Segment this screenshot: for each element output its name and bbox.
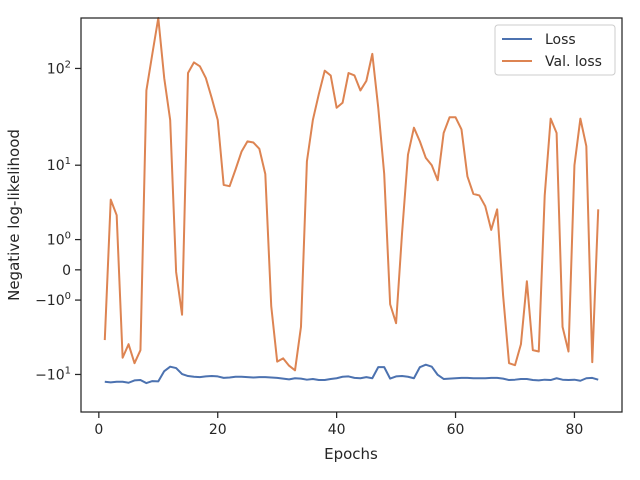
x-tick-label: 0 — [94, 422, 103, 438]
y-tick-label: −101 — [35, 365, 71, 383]
series-line-val-loss — [103, 17, 600, 372]
x-axis-ticks: 0 20 40 60 80 — [94, 412, 583, 438]
x-axis-label: Epochs — [324, 445, 378, 463]
x-tick-label: 40 — [328, 422, 346, 438]
series-layer — [103, 17, 600, 385]
y-tick-label: −100 — [35, 291, 71, 309]
series-line-loss — [104, 363, 599, 385]
x-tick-label: 60 — [447, 422, 465, 438]
y-tick-label: 102 — [47, 59, 71, 77]
y-axis-ticks: −101 −100 0 100 101 102 — [35, 59, 81, 383]
y-tick-label: 101 — [47, 156, 71, 174]
legend-label-loss: Loss — [545, 32, 576, 48]
x-tick-label: 20 — [209, 422, 227, 438]
y-tick-label: 100 — [47, 231, 71, 249]
y-tick-label: 0 — [62, 263, 71, 279]
y-axis-label: Negative log-likelihood — [5, 129, 23, 301]
x-tick-label: 80 — [566, 422, 584, 438]
legend: Loss Val. loss — [494, 24, 616, 76]
plot-frame — [80, 17, 623, 413]
legend-box — [494, 24, 616, 76]
legend-label-val-loss: Val. loss — [545, 54, 602, 70]
